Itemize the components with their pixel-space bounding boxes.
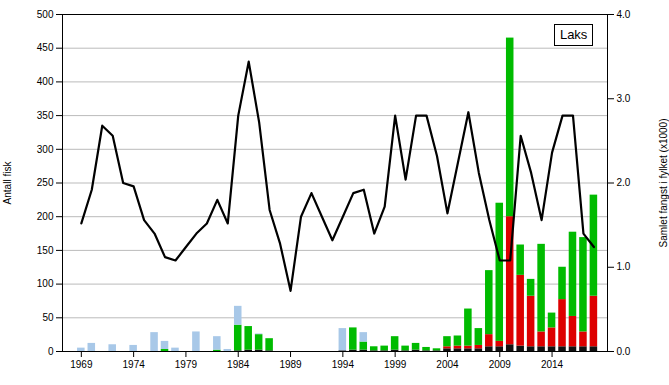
- svg-text:Samlet fangst i fylket (x1000): Samlet fangst i fylket (x1000): [658, 119, 669, 248]
- svg-text:2.0: 2.0: [617, 177, 631, 188]
- svg-text:50: 50: [42, 312, 54, 323]
- svg-text:1989: 1989: [279, 359, 302, 370]
- svg-text:100: 100: [37, 278, 54, 289]
- svg-text:0.0: 0.0: [617, 346, 631, 357]
- svg-text:200: 200: [37, 211, 54, 222]
- svg-text:350: 350: [37, 110, 54, 121]
- svg-text:Antall fisk: Antall fisk: [2, 161, 13, 205]
- svg-text:2004: 2004: [436, 359, 459, 370]
- svg-text:1.0: 1.0: [617, 261, 631, 272]
- svg-text:0: 0: [48, 346, 54, 357]
- svg-text:400: 400: [37, 76, 54, 87]
- svg-text:3.0: 3.0: [617, 93, 631, 104]
- svg-text:1969: 1969: [70, 359, 93, 370]
- html-text:Laks: Laks: [559, 27, 588, 43]
- svg-text:1974: 1974: [123, 359, 146, 370]
- svg-text:2014: 2014: [541, 359, 564, 370]
- svg-text:1999: 1999: [384, 359, 407, 370]
- svg-text:1994: 1994: [332, 359, 355, 370]
- svg-text:4.0: 4.0: [617, 9, 631, 20]
- svg-text:1984: 1984: [227, 359, 250, 370]
- svg-text:450: 450: [37, 42, 54, 53]
- svg-text:150: 150: [37, 245, 54, 256]
- svg-text:1979: 1979: [175, 359, 198, 370]
- svg-text:2009: 2009: [489, 359, 512, 370]
- svg-text:300: 300: [37, 144, 54, 155]
- svg-text:250: 250: [37, 177, 54, 188]
- svg-text:500: 500: [37, 9, 54, 20]
